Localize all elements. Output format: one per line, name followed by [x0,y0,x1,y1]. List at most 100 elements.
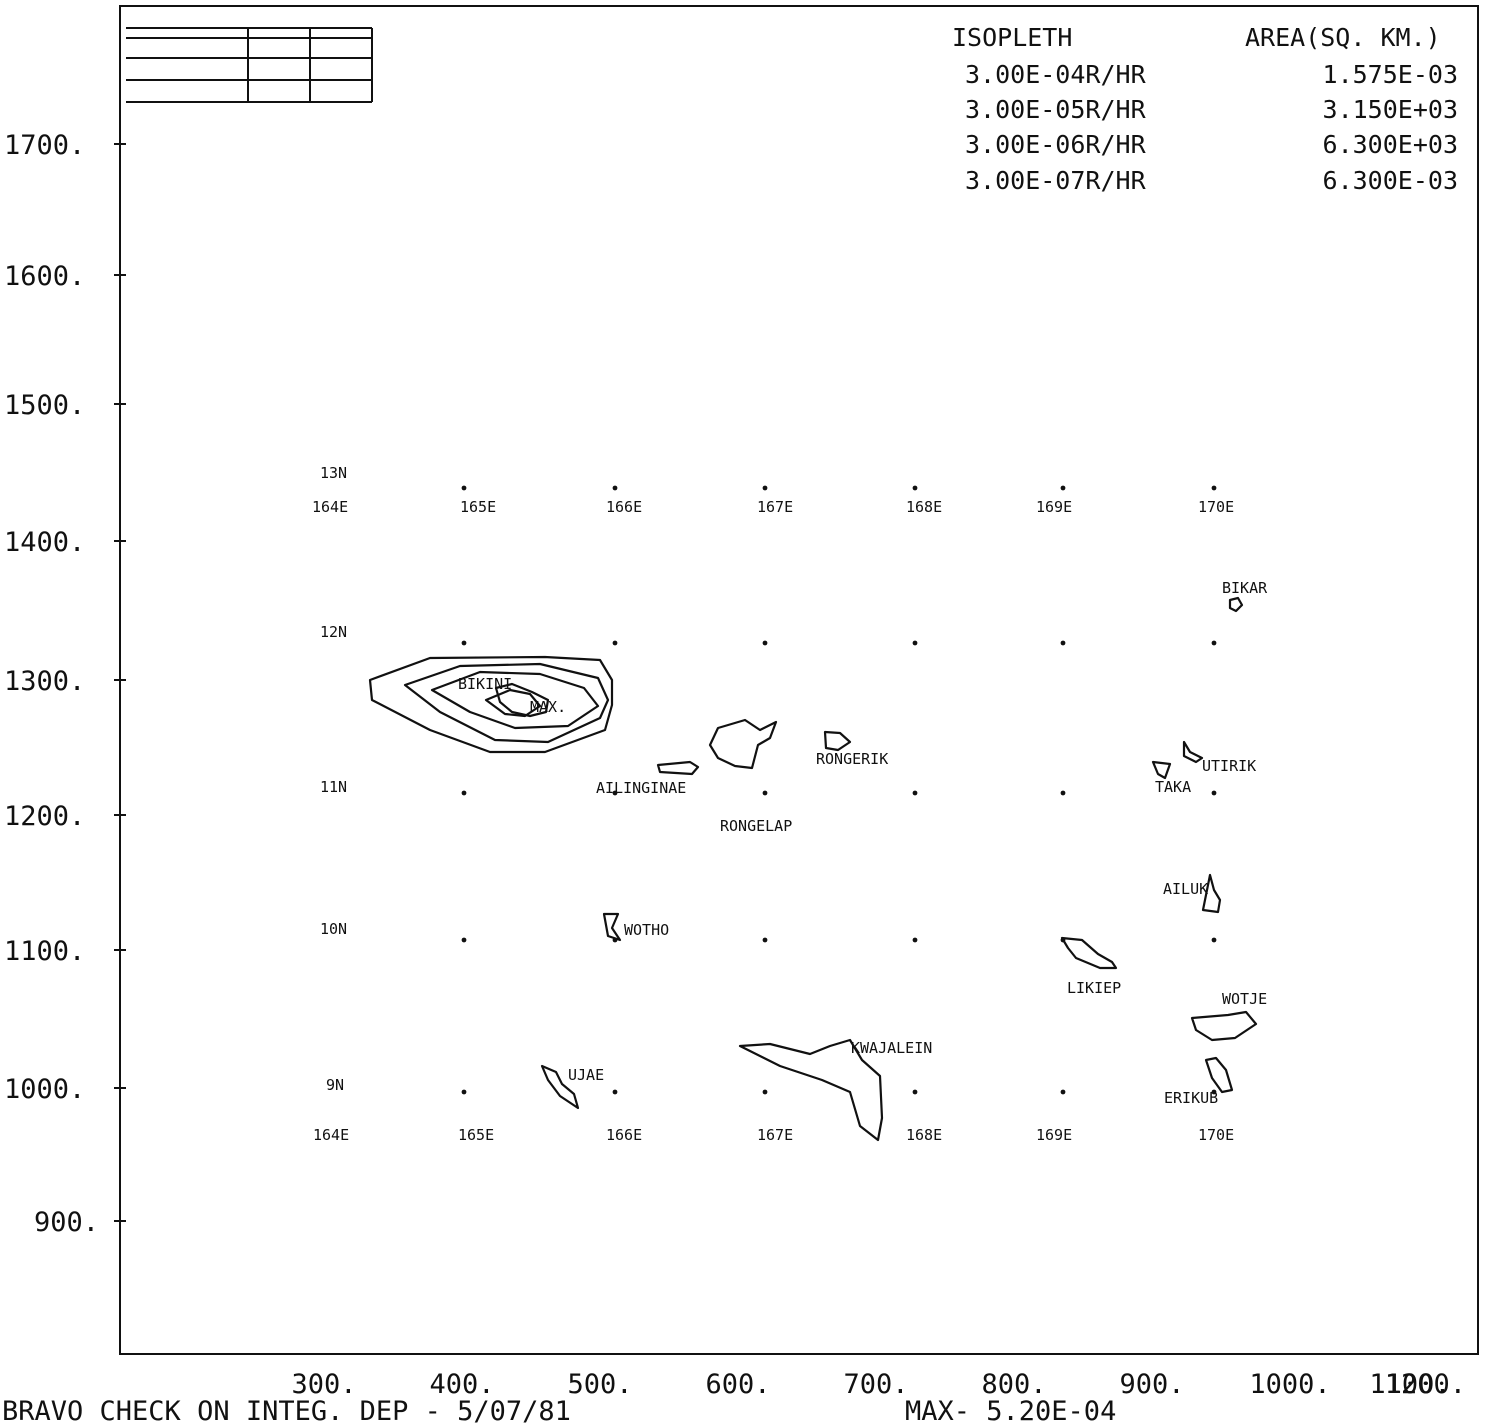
bikini-atoll-outline [494,682,550,718]
utirik-atoll-outline [1182,740,1204,764]
footer-max: MAX- 5.20E-04 [905,1396,1116,1426]
x-tick-label: 700. [843,1369,908,1400]
wotho-atoll-outline [602,912,622,942]
x-tick-label: 900. [1119,1369,1184,1400]
lat-label: 13N [320,464,347,482]
y-tick-label: 900. [34,1207,99,1238]
legend-area-header: AREA(SQ. KM.) [1245,23,1441,52]
x-tick-label: 600. [705,1369,770,1400]
max-marker-label: MAX. [530,698,566,716]
legend-area-value: 1.575E-03 [1323,60,1458,89]
lon-label: 165E [458,1126,494,1144]
grid-cross [1211,1089,1217,1095]
x-tick-label: 300. [291,1369,356,1400]
isopleth-legend: ISOPLETH AREA(SQ. KM.) 3.00E-04R/HR 1.57… [952,23,1458,195]
taka-atoll-outline [1151,760,1172,780]
x-tick-label: 1200. [1385,1369,1466,1400]
lon-label: 164E [313,1126,349,1144]
plot-frame [119,5,1479,1355]
lat-label: 12N [320,623,347,641]
x-tick-label: 800. [981,1369,1046,1400]
grid-cross [461,1089,467,1095]
grid-cross [1060,790,1066,796]
ujae-atoll-outline [540,1064,580,1110]
legend-area-value: 6.300E+03 [1323,130,1458,159]
grid-cross [912,485,918,491]
latitude-labels: 13N 12N 11N 10N 9N [320,464,347,1094]
grid-cross [612,640,618,646]
rongerik-atoll-outline [823,730,852,752]
lon-label: 166E [606,1126,642,1144]
y-tick-label: 1300. [4,666,85,697]
y-tick-label: 1600. [4,261,85,292]
grid-cross [1060,640,1066,646]
y-tick-label: 1000. [4,1074,85,1105]
lat-label: 11N [320,778,347,796]
isopleth-contours [368,655,614,754]
grid-cross [612,790,618,796]
rongelap-atoll-outline [708,718,778,770]
ailuk-atoll-outline [1201,873,1222,914]
lon-label: 170E [1198,1126,1234,1144]
x-tick-label: 400. [429,1369,494,1400]
lon-label: 168E [906,1126,942,1144]
grid-cross [461,790,467,796]
x-tick-label: 1100. [1369,1369,1450,1400]
y-tick-label: 1700. [4,130,85,161]
grid-cross [912,640,918,646]
lon-label: 169E [1036,498,1072,516]
place-label-ailuk: AILUK [1163,880,1208,898]
place-label-bikini: BIKINI [458,675,512,693]
isopleth-contour-outer [368,655,614,754]
legend-grid-box [126,27,373,103]
grid-cross [912,790,918,796]
place-label-wotho: WOTHO [624,921,669,939]
grid-cross [461,485,467,491]
lon-label: 170E [1198,498,1234,516]
y-axis: 1700. 1600. 1500. 1400. 1300. 1200. 1100… [4,130,126,1238]
grid-cross [762,937,768,943]
grid-cross [762,790,768,796]
x-tick-label: 1000. [1249,1369,1330,1400]
place-label-erikub: ERIKUB [1164,1089,1218,1107]
y-tick-label: 1400. [4,527,85,558]
grid-cross [1060,1089,1066,1095]
place-label-ujae: UJAE [568,1066,604,1084]
x-tick-label: 500. [567,1369,632,1400]
grid-cross [762,485,768,491]
kwajalein-atoll-outline [738,1038,884,1142]
lon-label: 168E [906,498,942,516]
grid-cross [461,937,467,943]
legend-area-value: 6.300E-03 [1323,166,1458,195]
legend-isopleth-value: 3.00E-05R/HR [965,95,1147,124]
grid-cross [912,937,918,943]
wotje-atoll-outline [1190,1010,1258,1042]
isopleth-contour-middle [403,662,610,744]
grid-cross [762,1089,768,1095]
footer-title: BRAVO CHECK ON INTEG. DEP - 5/07/81 [2,1396,571,1426]
grid-crosses [461,485,1217,1095]
legend-area-value: 3.150E+03 [1323,95,1458,124]
place-label-ailinginae: AILINGINAE [596,779,686,797]
place-label-wotje: WOTJE [1222,990,1267,1008]
lon-label: 166E [606,498,642,516]
grid-cross [1211,640,1217,646]
place-label-rongerik: RONGERIK [816,750,888,768]
lon-label: 169E [1036,1126,1072,1144]
grid-cross [1060,485,1066,491]
lon-label: 167E [757,498,793,516]
place-label-likiep: LIKIEP [1067,979,1121,997]
longitude-labels-bottom: 164E 165E 166E 167E 168E 169E 170E [313,1126,1234,1144]
lat-label: 9N [326,1076,344,1094]
place-label-kwajalein: KWAJALEIN [851,1039,932,1057]
grid-cross [912,1089,918,1095]
legend-isopleth-header: ISOPLETH [952,23,1072,52]
place-label-taka: TAKA [1155,778,1191,796]
erikub-atoll-outline [1204,1056,1234,1094]
atolls [494,596,1258,1142]
grid-cross [1211,790,1217,796]
lon-label: 164E [312,498,348,516]
bikar-atoll-outline [1228,596,1244,613]
place-label-bikar: BIKAR [1222,579,1268,597]
